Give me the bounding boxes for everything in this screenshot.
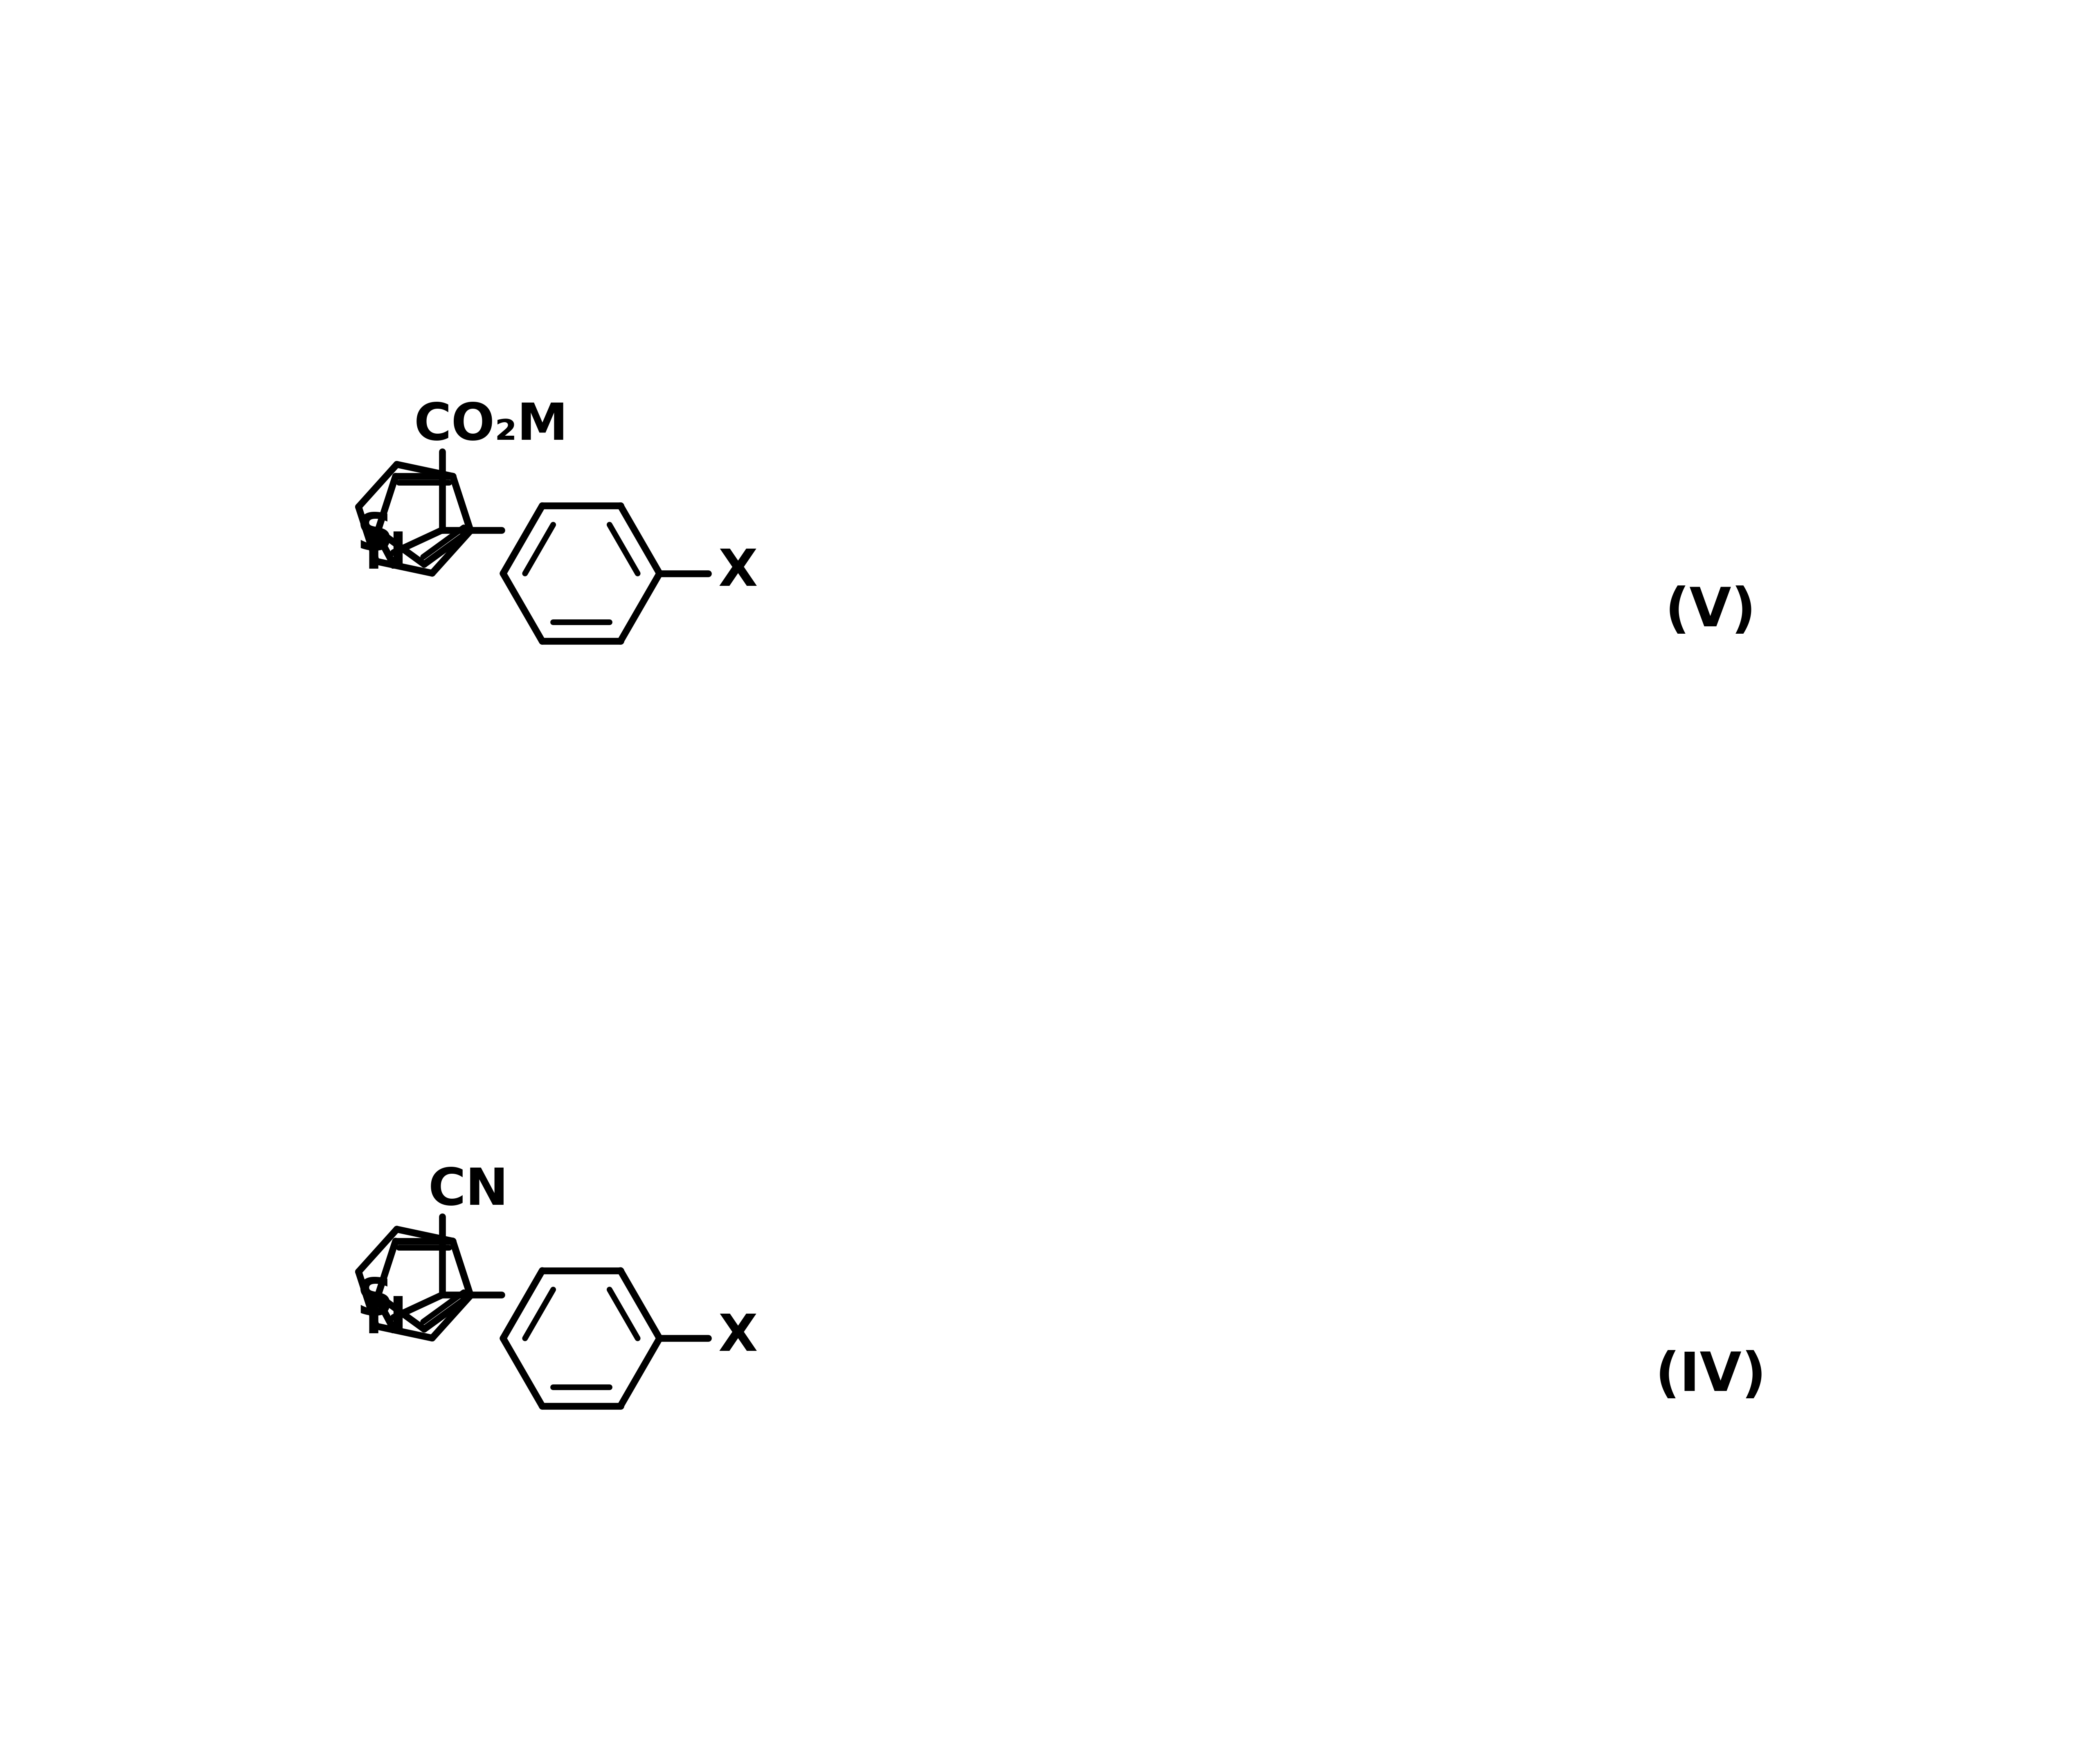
Text: X: X (718, 1311, 758, 1362)
Text: X: X (718, 548, 758, 596)
Text: (V): (V) (1665, 586, 1756, 637)
Text: N: N (365, 1294, 407, 1345)
Text: CN: CN (428, 1165, 508, 1216)
Text: S: S (357, 511, 393, 560)
Text: N: N (365, 530, 407, 579)
Text: (IV): (IV) (1655, 1350, 1766, 1402)
Text: S: S (357, 1277, 393, 1325)
Text: CO₂M: CO₂M (414, 401, 569, 450)
